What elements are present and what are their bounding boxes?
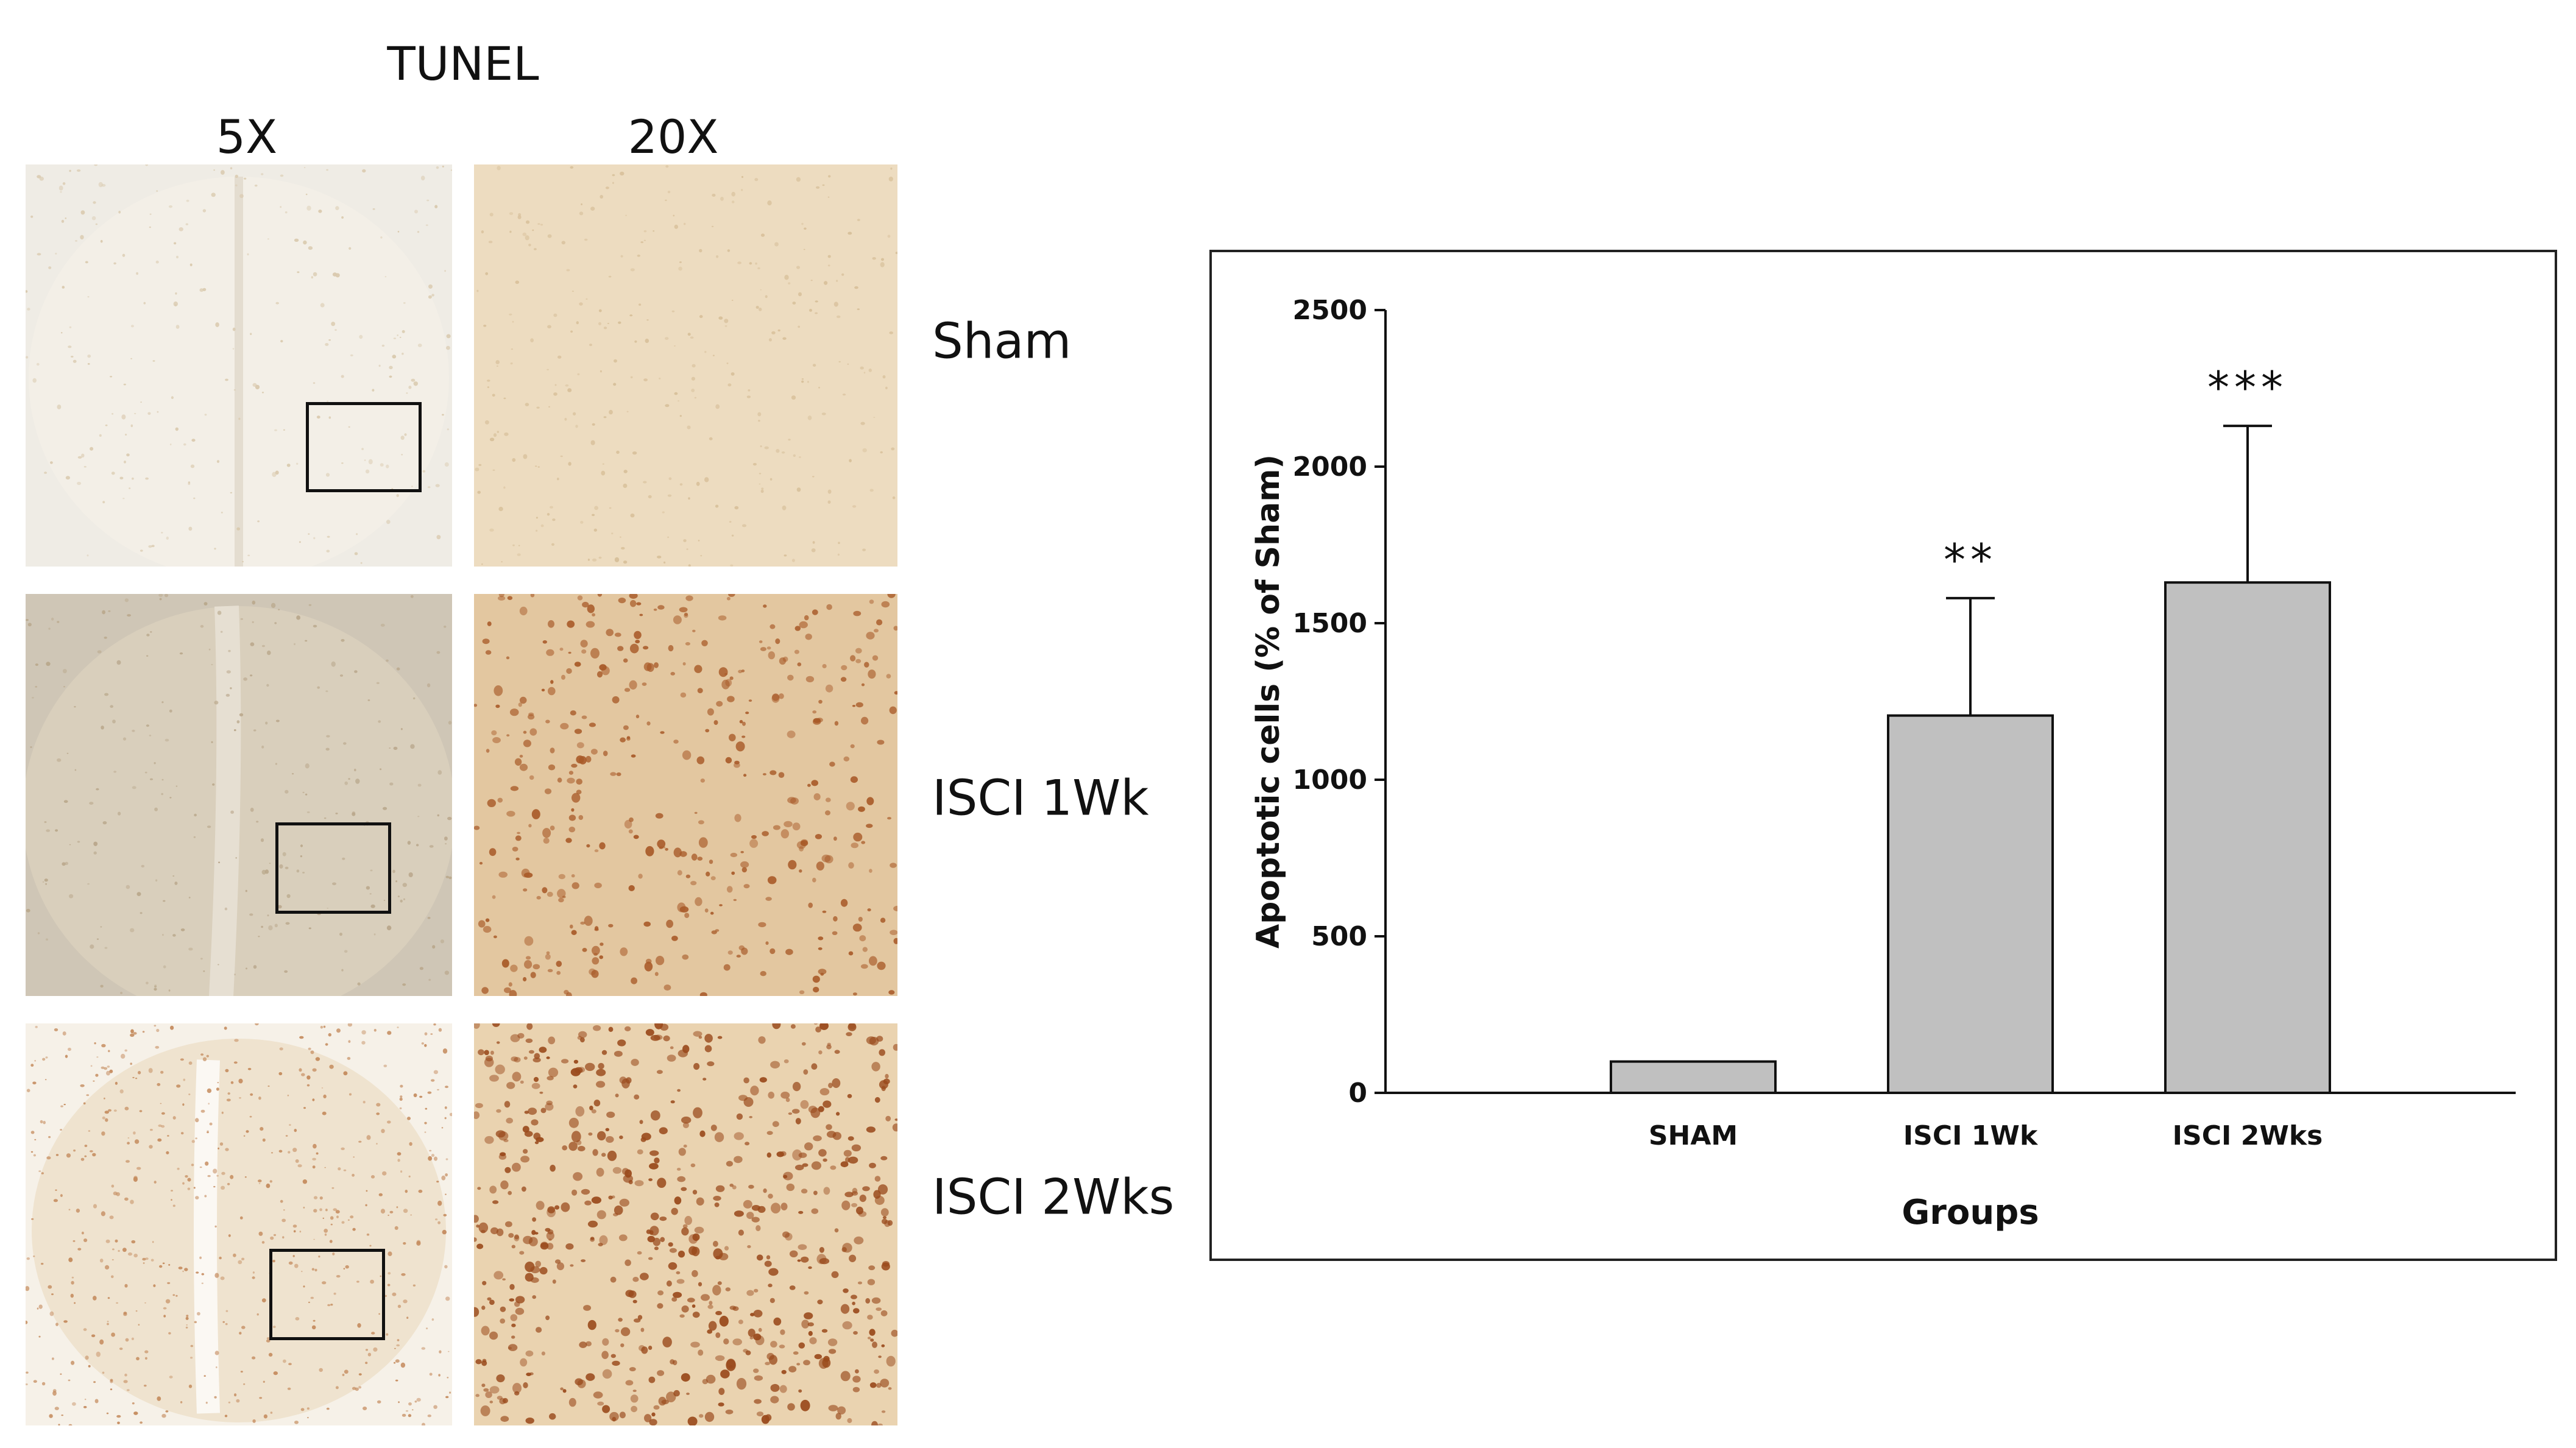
- tissue-section-image: [474, 1023, 897, 1425]
- column-label-5x: 5X: [216, 110, 278, 164]
- micrograph-isci-1wk-5x: [26, 594, 452, 996]
- micrograph-isci-2wks-20x: [474, 1023, 897, 1425]
- bar: [1887, 714, 2054, 1094]
- bar-chart: 0 500 1000 1500 2000 2500 SHAM ** ISCI 1Wk *** ISC…: [1250, 295, 2516, 1232]
- significance-marker: ***: [2207, 362, 2288, 413]
- tissue-section-image: [475, 165, 897, 567]
- zoom-region-box: [269, 1249, 385, 1340]
- y-axis-label: Apoptotic cells (% of Sham): [1250, 454, 1287, 948]
- tissue-section-image: [474, 594, 897, 996]
- chart-bars: [1610, 425, 2331, 1094]
- significance-marker: **: [1944, 534, 1997, 585]
- x-tick-label: SHAM: [1649, 1120, 1738, 1151]
- micrograph-sham-5x: [26, 164, 452, 567]
- micrograph-isci-1wk-20x: [474, 594, 897, 996]
- bar: [2164, 581, 2331, 1094]
- y-tick-label: 0: [1348, 1078, 1367, 1109]
- row-label-isci-2wks: ISCI 2Wks: [932, 1168, 1175, 1226]
- x-tick-label: ISCI 1Wk: [1903, 1120, 2039, 1151]
- bar-chart-frame: 0 500 1000 1500 2000 2500 SHAM ** ISCI 1Wk *** ISC…: [1209, 250, 2557, 1261]
- y-tick-label: 2500: [1293, 295, 1367, 326]
- row-label-sham: Sham: [932, 313, 1072, 370]
- x-tick-label: ISCI 2Wks: [2173, 1120, 2323, 1151]
- stain-title: TUNEL: [387, 37, 539, 91]
- micrograph-isci-2wks-5x: [26, 1023, 452, 1425]
- column-label-20x: 20X: [628, 110, 719, 164]
- micrograph-sham-20x: [474, 164, 897, 567]
- y-tick-label: 1500: [1293, 608, 1367, 639]
- x-axis-label: Groups: [1902, 1193, 2039, 1232]
- zoom-region-box: [306, 402, 422, 492]
- tissue-section-image: [26, 1023, 452, 1425]
- y-tick-label: 2000: [1293, 451, 1367, 482]
- chart-labels: 0 500 1000 1500 2000 2500 SHAM ** ISCI 1Wk *** ISC…: [1250, 295, 2323, 1232]
- y-tick-label: 500: [1311, 921, 1367, 952]
- y-tick-label: 1000: [1293, 765, 1367, 796]
- tissue-section-image: [26, 594, 452, 996]
- bar: [1610, 1060, 1777, 1094]
- tissue-section-image: [26, 164, 452, 567]
- zoom-region-box: [275, 822, 391, 914]
- row-label-isci-1wk: ISCI 1Wk: [932, 769, 1149, 827]
